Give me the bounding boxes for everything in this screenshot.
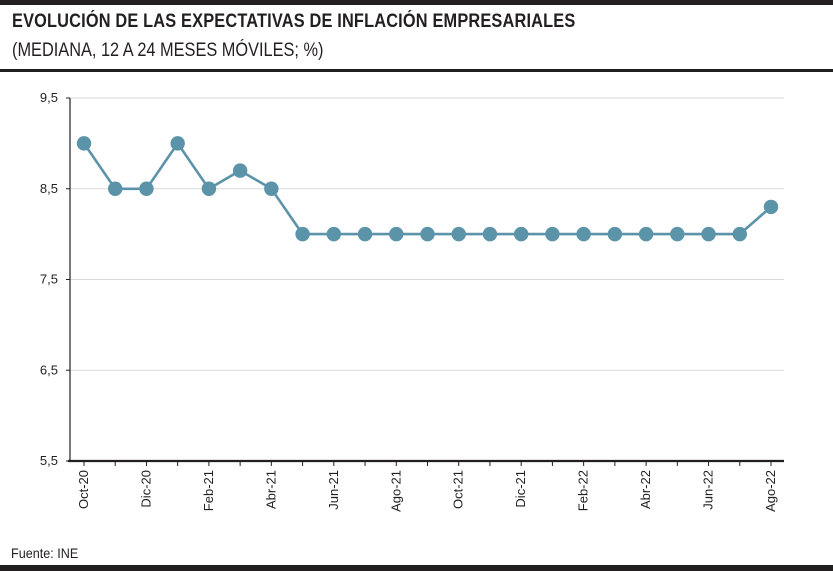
y-tick-label: 7,5 — [40, 272, 58, 287]
x-tick-label: Abr-22 — [638, 470, 653, 509]
data-point — [607, 226, 623, 242]
top-rule — [0, 0, 833, 5]
data-point — [389, 226, 404, 242]
x-tick-label: Abr-21 — [263, 470, 278, 509]
data-point — [513, 226, 529, 242]
data-point — [576, 226, 591, 242]
data-point — [357, 226, 373, 242]
x-tick-label: Oct-21 — [451, 470, 466, 509]
x-tick-label: Jun-22 — [701, 470, 716, 510]
x-tick-label: Oct-20 — [76, 470, 91, 509]
bottom-rule — [0, 565, 833, 571]
data-point — [732, 226, 747, 242]
data-point — [638, 226, 654, 242]
data-point — [201, 181, 217, 196]
y-tick-label: 8,5 — [40, 181, 58, 196]
data-point — [326, 226, 342, 242]
header-rule — [0, 69, 833, 72]
y-tick-label: 6,5 — [40, 362, 58, 377]
data-point — [295, 226, 310, 242]
data-point — [108, 181, 123, 196]
data-point — [420, 226, 435, 242]
data-point — [264, 181, 279, 196]
line-chart: 9,5 8,5 7,5 6,5 5,5 Oct-20 Dic-20 Feb-21 Abr-21 J… — [40, 90, 784, 512]
source-note: Fuente: INE — [11, 545, 79, 561]
data-point — [763, 199, 779, 215]
y-tick-label: 5,5 — [40, 453, 58, 468]
data-point — [139, 181, 154, 196]
x-tick-label: Ago-21 — [388, 470, 403, 512]
x-tick-label: Dic-21 — [513, 470, 528, 508]
chart-title: EVOLUCIÓN DE LAS EXPECTATIVAS DE INFLACI… — [12, 11, 576, 32]
data-point — [482, 226, 498, 242]
x-tick-label: Feb-22 — [576, 470, 591, 511]
x-tick-label: Ago-22 — [763, 470, 778, 512]
data-point — [701, 226, 716, 242]
data-point — [670, 226, 685, 242]
data-point — [170, 136, 185, 151]
data-point — [451, 226, 466, 242]
data-point — [545, 226, 560, 242]
x-tick-label: Dic-20 — [138, 470, 153, 508]
x-tick-label: Feb-21 — [201, 470, 216, 511]
data-point — [232, 163, 248, 178]
chart-subtitle: (MEDIANA, 12 A 24 MESES MÓVILES; %) — [12, 40, 324, 61]
y-tick-label: 9,5 — [40, 90, 58, 105]
data-point — [76, 136, 92, 151]
x-tick-label: Jun-21 — [326, 470, 341, 510]
